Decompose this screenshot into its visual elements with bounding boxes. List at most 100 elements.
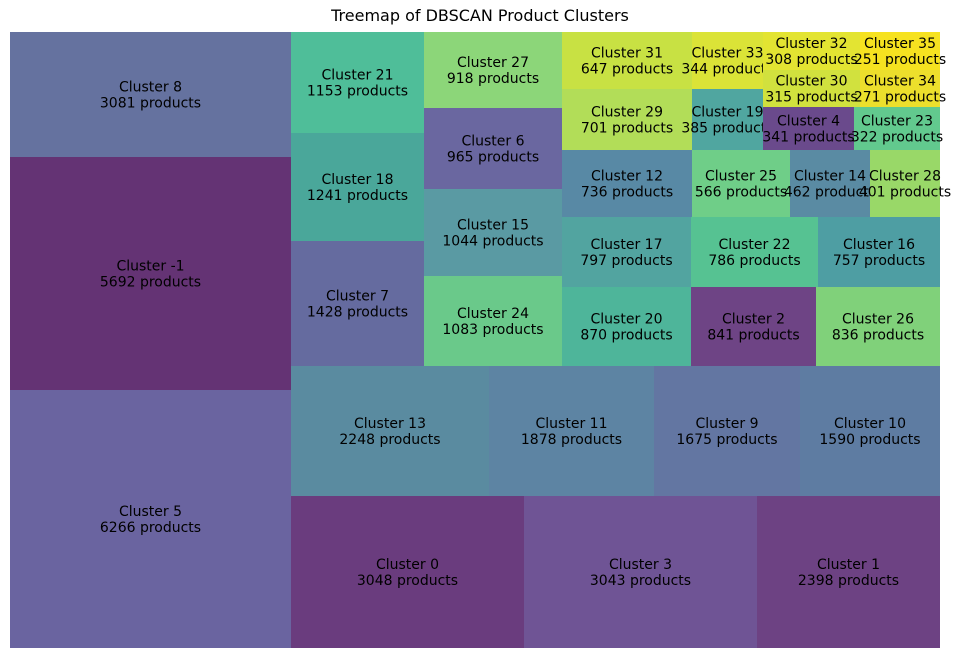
tile-rect-cluster-29 bbox=[562, 89, 692, 150]
tile-label-cluster-17: Cluster 17 bbox=[591, 237, 663, 253]
tile-label-cluster-9: Cluster 9 bbox=[695, 416, 758, 432]
tile-value-cluster-20: 870 products bbox=[580, 328, 672, 344]
tile-rect-cluster-15 bbox=[424, 189, 562, 276]
tile-rect-cluster-14 bbox=[790, 150, 870, 217]
tile-value-cluster-8: 3081 products bbox=[100, 96, 201, 112]
tile-value-cluster-minus-1: 5692 products bbox=[100, 275, 201, 291]
tile-value-cluster-17: 797 products bbox=[580, 253, 672, 269]
tile-rect-cluster-0 bbox=[291, 496, 524, 648]
tile-rect-cluster-minus-1 bbox=[10, 157, 291, 390]
tile-rect-cluster-3 bbox=[524, 496, 757, 648]
tile-label-cluster-4: Cluster 4 bbox=[777, 114, 840, 130]
tile-value-cluster-34: 271 products bbox=[854, 90, 946, 106]
tile-value-cluster-10: 1590 products bbox=[819, 432, 920, 448]
tile-label-cluster-21: Cluster 21 bbox=[322, 68, 394, 84]
tile-rect-cluster-17 bbox=[562, 217, 691, 287]
tile-value-cluster-11: 1878 products bbox=[521, 432, 622, 448]
tile-value-cluster-32: 308 products bbox=[765, 52, 857, 68]
tile-label-cluster-8: Cluster 8 bbox=[119, 80, 182, 96]
tile-rect-cluster-34 bbox=[860, 70, 940, 107]
tile-value-cluster-28: 401 products bbox=[859, 185, 951, 201]
tile-value-cluster-2: 841 products bbox=[707, 328, 799, 344]
tile-label-cluster-28: Cluster 28 bbox=[869, 169, 941, 185]
tile-label-cluster-11: Cluster 11 bbox=[536, 416, 608, 432]
tile-value-cluster-6: 965 products bbox=[447, 150, 539, 166]
tile-rect-cluster-26 bbox=[816, 287, 940, 366]
tile-rect-cluster-27 bbox=[424, 32, 562, 108]
tile-rect-cluster-6 bbox=[424, 108, 562, 189]
tile-rect-cluster-35 bbox=[860, 32, 940, 70]
tile-value-cluster-23: 322 products bbox=[851, 130, 943, 146]
tile-rect-cluster-12 bbox=[562, 150, 692, 217]
tile-rect-cluster-19 bbox=[692, 89, 763, 150]
tile-label-cluster-32: Cluster 32 bbox=[776, 36, 848, 52]
tile-label-cluster-20: Cluster 20 bbox=[591, 312, 663, 328]
tile-rect-cluster-16 bbox=[818, 217, 940, 287]
tile-value-cluster-12: 736 products bbox=[581, 185, 673, 201]
tile-label-cluster-29: Cluster 29 bbox=[591, 105, 663, 121]
tile-value-cluster-7: 1428 products bbox=[307, 305, 408, 321]
tile-rect-cluster-5 bbox=[10, 390, 291, 648]
tile-value-cluster-31: 647 products bbox=[581, 62, 673, 78]
tile-value-cluster-3: 3043 products bbox=[590, 573, 691, 589]
chart-title: Treemap of DBSCAN Product Clusters bbox=[331, 6, 629, 25]
tile-label-cluster-16: Cluster 16 bbox=[843, 237, 915, 253]
tile-value-cluster-5: 6266 products bbox=[100, 520, 201, 536]
tile-value-cluster-0: 3048 products bbox=[357, 573, 458, 589]
tile-value-cluster-1: 2398 products bbox=[798, 573, 899, 589]
tile-label-cluster-0: Cluster 0 bbox=[376, 557, 439, 573]
tile-value-cluster-21: 1153 products bbox=[307, 84, 408, 100]
tile-value-cluster-15: 1044 products bbox=[442, 234, 543, 250]
tile-label-cluster-14: Cluster 14 bbox=[794, 169, 866, 185]
tile-label-cluster-3: Cluster 3 bbox=[609, 557, 672, 573]
tile-label-cluster-22: Cluster 22 bbox=[719, 237, 791, 253]
tile-rect-cluster-10 bbox=[800, 366, 940, 496]
tile-value-cluster-33: 344 products bbox=[681, 62, 773, 78]
tile-rect-cluster-22 bbox=[691, 217, 818, 287]
tile-label-cluster-26: Cluster 26 bbox=[842, 312, 914, 328]
tile-value-cluster-30: 315 products bbox=[765, 90, 857, 106]
tile-label-cluster-33: Cluster 33 bbox=[692, 46, 764, 62]
tile-value-cluster-26: 836 products bbox=[832, 328, 924, 344]
tile-label-cluster-1: Cluster 1 bbox=[817, 557, 880, 573]
tile-value-cluster-29: 701 products bbox=[581, 121, 673, 137]
tile-rect-cluster-11 bbox=[489, 366, 654, 496]
tile-rect-cluster-8 bbox=[10, 32, 291, 157]
tile-value-cluster-19: 385 products bbox=[681, 121, 773, 137]
tile-rect-cluster-2 bbox=[691, 287, 816, 366]
tile-value-cluster-22: 786 products bbox=[708, 253, 800, 269]
tile-label-cluster-30: Cluster 30 bbox=[776, 74, 848, 90]
tile-value-cluster-9: 1675 products bbox=[676, 432, 777, 448]
tile-value-cluster-24: 1083 products bbox=[442, 322, 543, 338]
tile-label-cluster-7: Cluster 7 bbox=[326, 289, 389, 305]
tile-label-cluster-10: Cluster 10 bbox=[834, 416, 906, 432]
tile-rect-cluster-7 bbox=[291, 241, 424, 366]
tile-value-cluster-18: 1241 products bbox=[307, 188, 408, 204]
tile-label-cluster-6: Cluster 6 bbox=[461, 134, 524, 150]
